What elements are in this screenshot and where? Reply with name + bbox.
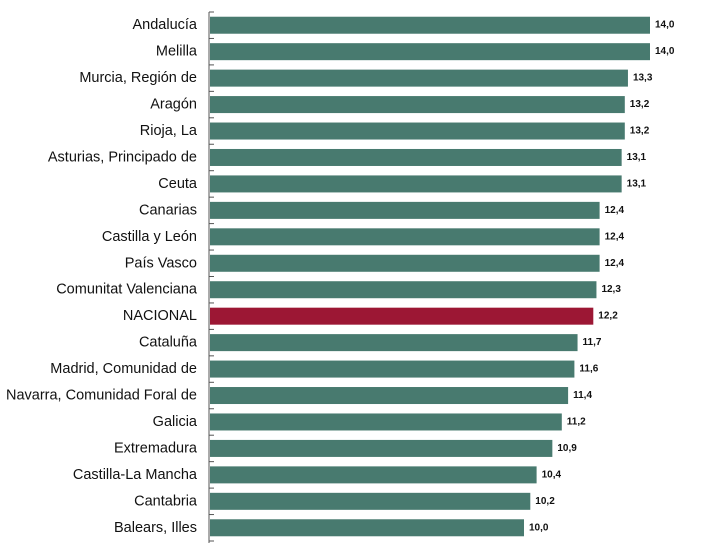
- bar: [210, 16, 650, 34]
- value-labels: 14,0 14,0 13,3 13,2 13,2 13,1 13,1 12,4 12,4 12,4…: [529, 20, 675, 534]
- bars: [210, 16, 650, 537]
- value-label: 12,4: [605, 258, 625, 269]
- value-label: 11,6: [579, 364, 598, 375]
- category-label: Rioja, La: [140, 123, 198, 139]
- bar: [210, 254, 600, 272]
- category-label: Castilla-La Mancha: [73, 467, 198, 483]
- value-label: 13,2: [630, 126, 650, 137]
- bar: [210, 96, 625, 114]
- value-label: 13,1: [627, 178, 647, 189]
- value-label: 13,2: [630, 99, 650, 110]
- value-label: 13,3: [633, 73, 653, 84]
- bar: [210, 175, 622, 193]
- y-axis: [208, 11, 214, 543]
- value-label: 11,4: [573, 390, 592, 401]
- category-label: Balears, Illes: [114, 520, 197, 536]
- category-label: Navarra, Comunidad Foral de: [6, 388, 197, 404]
- category-label: País Vasco: [125, 255, 197, 271]
- value-label: 10,4: [542, 469, 562, 480]
- category-label: Comunitat Valenciana: [56, 282, 198, 298]
- value-label: 14,0: [655, 46, 675, 57]
- bar: [210, 122, 625, 140]
- bar: [210, 148, 622, 166]
- value-label: 14,0: [655, 20, 675, 31]
- value-label: 13,1: [627, 152, 647, 163]
- bar: [210, 439, 553, 457]
- category-label: Cantabria: [134, 493, 198, 509]
- bar: [210, 201, 600, 219]
- value-label: 11,7: [583, 337, 602, 348]
- bar: [210, 360, 575, 378]
- bar: [210, 69, 628, 87]
- bar: [210, 492, 531, 510]
- category-label: Asturias, Principado de: [48, 149, 197, 165]
- bar: [210, 43, 650, 61]
- category-label: Castilla y León: [102, 229, 197, 245]
- bar: [210, 387, 569, 405]
- value-label: 12,3: [601, 284, 621, 295]
- bar: [210, 334, 578, 352]
- category-label: Murcia, Región de: [79, 70, 197, 86]
- category-label: Galicia: [153, 414, 198, 430]
- value-label: 10,2: [535, 496, 555, 507]
- category-label: Cataluña: [139, 335, 198, 351]
- category-label: Ceuta: [158, 176, 198, 192]
- value-label: 12,2: [598, 311, 618, 322]
- value-label: 12,4: [605, 205, 625, 216]
- bar: [210, 413, 562, 431]
- value-label: 11,2: [567, 416, 586, 427]
- bar: [210, 519, 524, 537]
- value-label: 10,9: [557, 443, 577, 454]
- category-label: Madrid, Comunidad de: [50, 361, 197, 377]
- category-label: Extremadura: [114, 440, 198, 456]
- category-label: Melilla: [156, 44, 198, 60]
- value-label: 10,0: [529, 522, 549, 533]
- value-label: 12,4: [605, 231, 625, 242]
- category-labels: Andalucía Melilla Murcia, Región de Aragón R…: [6, 17, 198, 536]
- bar: [210, 307, 594, 325]
- bar: [210, 466, 537, 484]
- bar: [210, 228, 600, 246]
- category-label: Andalucía: [133, 17, 198, 33]
- category-label: Canarias: [139, 202, 197, 218]
- category-label: NACIONAL: [123, 308, 197, 324]
- category-label: Aragón: [150, 97, 197, 113]
- bar: [210, 281, 597, 299]
